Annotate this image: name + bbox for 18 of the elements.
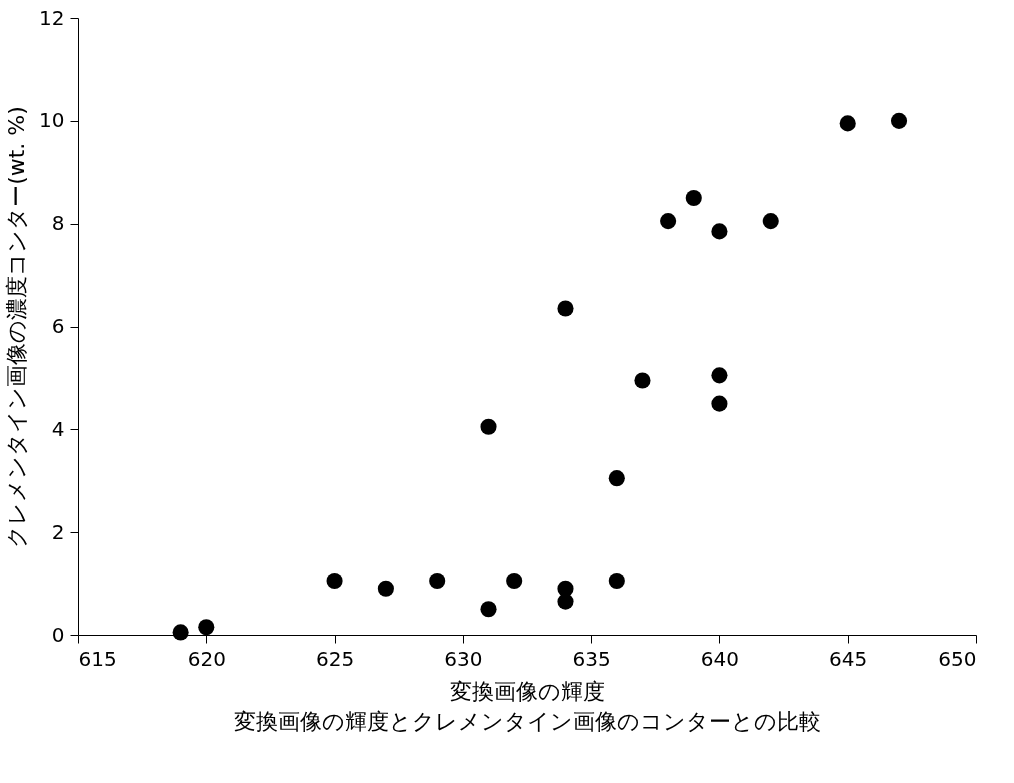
- y-tick-label: 12: [39, 5, 65, 30]
- x-tick-label: 625: [315, 646, 355, 671]
- y-tick-label: 4: [51, 416, 65, 441]
- text: 変換画像の輝度とクレメンタイン画像のコンターとの比較: [233, 709, 821, 734]
- y-tick-label: 6: [51, 314, 65, 338]
- x-tick-label: 650: [938, 646, 977, 671]
- y-axis-title: クレメンタイン画像の濃度コンター(wt. %): [4, 106, 30, 548]
- y-tick-label: 8: [51, 211, 65, 236]
- x-axis-title: 変換画像の輝度: [450, 678, 605, 704]
- x-tick-label: 615: [78, 646, 117, 671]
- y-tick-label: 0: [51, 622, 65, 647]
- x-tick-label: 645: [829, 646, 868, 671]
- x-tick-label: 640: [700, 646, 740, 671]
- x-tick-label: 630: [444, 646, 483, 671]
- x-tick-label: 635: [572, 646, 611, 671]
- x-tick-label: 620: [187, 646, 226, 671]
- y-tick-label: 2: [51, 519, 65, 544]
- y-tick-label: 10: [39, 108, 65, 133]
